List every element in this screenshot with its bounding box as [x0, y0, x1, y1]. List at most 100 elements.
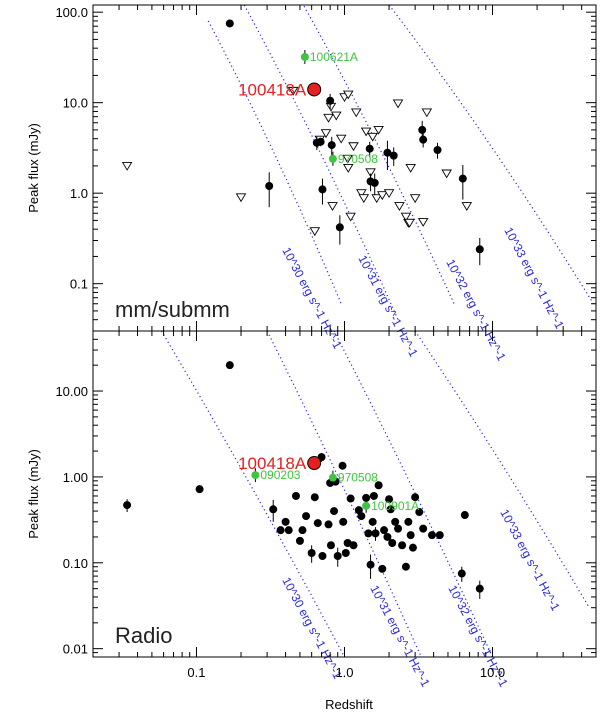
upper-limit-marker — [121, 161, 133, 171]
upper-limit-marker — [323, 113, 334, 123]
detection-point — [195, 485, 204, 494]
detection-point — [406, 531, 415, 540]
detection-point — [419, 524, 428, 533]
upper-limit-marker — [371, 194, 382, 204]
detection-point — [383, 532, 392, 541]
detection-point — [284, 526, 293, 535]
upper-limit-marker — [376, 191, 388, 201]
upper-limit-marker — [404, 218, 415, 228]
detection-point — [333, 551, 342, 560]
y-axis-label: Peak flux (mJy) — [26, 449, 41, 539]
detection-point — [313, 519, 322, 528]
detection-point — [324, 520, 333, 529]
y-tick-label: 0.01 — [63, 642, 88, 657]
detection-point — [369, 491, 378, 500]
detection-point — [281, 517, 290, 526]
plot-area — [121, 5, 594, 320]
upper-limit-marker — [320, 129, 332, 139]
detection-point — [475, 245, 484, 254]
detection-point — [123, 501, 132, 510]
highlight-point-100621A — [300, 52, 309, 61]
detection-point — [339, 517, 348, 526]
detection-point — [458, 174, 467, 183]
upper-limit-marker — [342, 90, 354, 100]
upper-limit-marker — [348, 142, 359, 152]
detection-point — [335, 223, 344, 232]
detection-point — [419, 135, 428, 144]
detection-point — [460, 511, 469, 520]
upper-limit-marker — [342, 163, 354, 173]
luminosity-line-33 — [388, 5, 594, 305]
detection-point — [357, 512, 366, 521]
detection-point — [330, 507, 339, 516]
y-tick-label: 100.0 — [55, 5, 88, 20]
upper-limit-marker — [350, 108, 362, 118]
detection-point — [371, 529, 380, 538]
y-axis-label: Peak flux (mJy) — [26, 123, 41, 213]
upper-limit-marker — [330, 111, 342, 121]
y-tick-label: 0.1 — [70, 277, 88, 292]
upper-limit-marker — [360, 127, 372, 137]
y-tick-label: 10.0 — [63, 96, 88, 111]
upper-limit-marker — [345, 212, 356, 222]
plot-area — [123, 331, 590, 657]
detection-point — [269, 505, 278, 514]
detection-point — [295, 536, 304, 545]
detection-point — [427, 531, 436, 540]
detection-point — [291, 491, 300, 500]
detection-point — [326, 541, 335, 550]
detection-point — [265, 182, 274, 191]
x-tick-label: 1.0 — [335, 665, 353, 680]
detection-point — [310, 493, 319, 502]
detection-point — [341, 549, 350, 558]
luminosity-label-33: 10^33 erg s^-1 Hz^-1 — [497, 507, 563, 614]
upper-limit-marker — [367, 132, 378, 142]
upper-limit-marker — [409, 194, 421, 204]
highlight-point-100418A — [307, 456, 322, 471]
x-axis-label: Redshift — [325, 697, 373, 712]
upper-limit-marker — [417, 218, 429, 227]
detection-point — [388, 539, 397, 548]
upper-limit-marker — [394, 202, 405, 211]
detection-point — [404, 517, 413, 526]
detection-point — [349, 541, 358, 550]
highlight-point-100418A — [307, 82, 322, 97]
upper-limit-marker — [358, 194, 370, 204]
y-tick-label: 1.00 — [63, 470, 88, 485]
detection-point — [475, 584, 484, 593]
luminosity-line-31 — [243, 5, 399, 320]
upper-limit-marker — [461, 202, 473, 211]
detection-point — [318, 185, 327, 194]
detection-point — [418, 125, 427, 134]
detection-point — [346, 494, 355, 503]
luminosity-label-31: 10^31 erg s^-1 Hz^-1 — [355, 253, 421, 360]
detection-point — [391, 517, 400, 526]
luminosity-label-33: 10^33 erg s^-1 Hz^-1 — [501, 225, 567, 332]
mm-submm-panel: 10^30 erg s^-1 Hz^-1 10^31 erg s^-1 Hz^-1… — [26, 4, 597, 364]
detection-point — [225, 19, 234, 28]
luminosity-label-31: 10^31 erg s^-1 Hz^-1 — [367, 583, 433, 690]
x-tick-label: 10.0 — [480, 665, 505, 680]
y-tick-label: 0.10 — [63, 556, 88, 571]
highlight-point-970508 — [328, 473, 337, 482]
detection-point — [383, 148, 392, 157]
highlight-label-100621A: 100621A — [310, 50, 358, 64]
upper-limit-marker — [356, 189, 367, 199]
highlight-label-090203: 090203 — [260, 468, 300, 482]
upper-limit-marker — [327, 202, 338, 211]
x-tick-label: 0.1 — [187, 665, 205, 680]
luminosity-label-32: 10^32 erg s^-1 Hz^-1 — [443, 257, 509, 364]
luminosity-line-30 — [207, 20, 342, 305]
upper-limit-marker — [235, 193, 247, 203]
upper-limit-marker — [365, 168, 376, 178]
upper-limit-marker — [309, 227, 321, 237]
detection-point — [378, 564, 387, 573]
detection-point — [366, 560, 375, 569]
panel-label: mm/submm — [115, 297, 230, 322]
detection-point — [411, 493, 420, 502]
highlight-label-970508: 970508 — [338, 471, 378, 485]
upper-limit-marker — [392, 99, 404, 109]
highlight-point-970508 — [328, 154, 337, 163]
detection-point — [374, 481, 383, 490]
detection-point — [389, 151, 398, 160]
